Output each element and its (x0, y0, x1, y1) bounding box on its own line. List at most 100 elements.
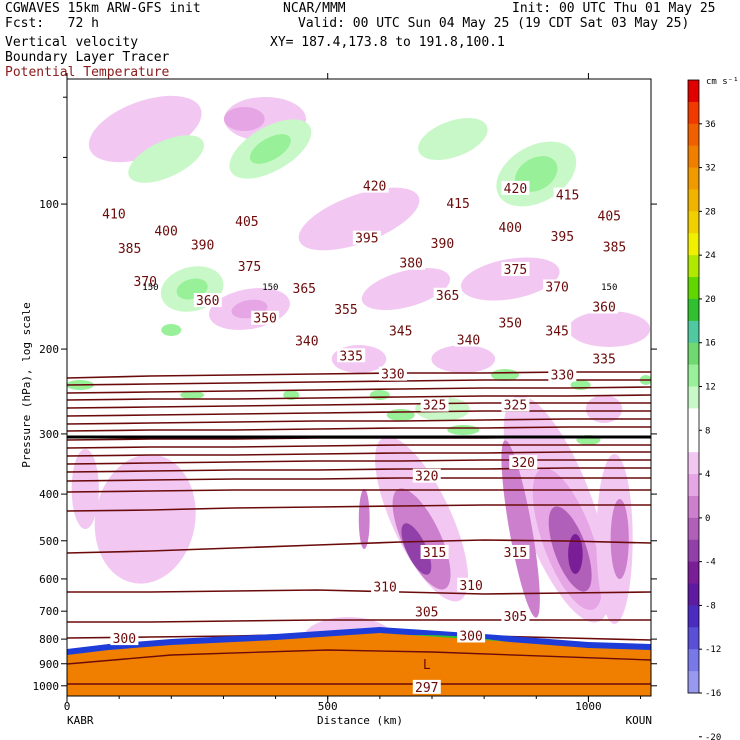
theta-label: 415 (556, 189, 579, 204)
theta-label: 320 (415, 470, 438, 485)
colorbar-swatch (688, 211, 699, 234)
theta-label: 415 (446, 197, 469, 212)
colorbar-swatch (688, 80, 699, 103)
theta-line (67, 489, 651, 493)
theta-label-bg (600, 239, 629, 254)
theta-label-bg (152, 223, 181, 238)
theta-label: 340 (457, 334, 480, 349)
y-tick-label: 700 (39, 605, 59, 618)
axes: 0 500 1000 100 200 300 400 500 600 700 800 900 1000 (33, 73, 657, 713)
theta-label: 300 (459, 629, 482, 644)
theta-label-bg (444, 196, 473, 211)
theta-label-bg (412, 468, 441, 483)
colorbar-tick-label: -20 (705, 733, 721, 740)
colorbar-swatch (688, 671, 699, 694)
theta-label-bg (590, 299, 619, 314)
theta-label-bg (99, 206, 128, 221)
colorbar-tick-label: 36 (705, 120, 716, 130)
w-shade (585, 395, 623, 423)
theta-label: 390 (431, 237, 454, 252)
theta-label: 375 (238, 260, 261, 275)
y-tick-label: 100 (39, 198, 59, 211)
w-shade (249, 134, 291, 164)
theta-label-bg (232, 214, 261, 229)
colorbar-tick-label: -16 (705, 689, 721, 699)
theta-label-bg (595, 208, 624, 223)
theta-label: 370 (545, 280, 568, 295)
theta-label-bg (548, 228, 577, 243)
theta-label: 345 (545, 325, 568, 340)
theta-label-bg (360, 178, 389, 193)
colorbar-tick-label: 12 (705, 383, 716, 393)
theta-label-bg (501, 397, 530, 412)
theta-line (67, 619, 651, 623)
theta-label: 350 (253, 312, 276, 327)
theta-label-bg (590, 351, 619, 366)
w-shade (358, 489, 370, 549)
colorbar-swatch (688, 627, 699, 650)
theta-line (67, 426, 651, 432)
colorbar-tick-label: 24 (705, 251, 716, 261)
theta-label: 385 (603, 240, 626, 255)
theta-line (67, 402, 651, 409)
colorbar-swatch (688, 452, 699, 475)
colorbar-swatch (688, 233, 699, 256)
w-shade (460, 257, 560, 301)
theta-line (67, 539, 651, 554)
theta-line (67, 410, 651, 417)
theta-label: 320 (512, 456, 535, 471)
w-shade (161, 324, 182, 336)
theta-label: 330 (381, 368, 404, 383)
colorbar-tick-label: -12 (705, 645, 721, 655)
theta-line (67, 589, 651, 595)
colorbar-swatch (688, 539, 699, 563)
colorbar-swatch (688, 123, 699, 147)
terrain (67, 627, 651, 696)
x-end-label-right: KOUN (626, 714, 653, 727)
w-shade (431, 345, 496, 373)
theta-label: 420 (363, 180, 386, 195)
theta-label: 370 (133, 275, 156, 290)
theta-line-300 (67, 649, 651, 665)
theta-label: 300 (113, 632, 136, 647)
colorbar-swatch (688, 298, 699, 322)
w-shade (71, 449, 99, 529)
bl-tracer-label: 150 (601, 283, 617, 293)
theta-label-bg (331, 302, 360, 317)
theta-label-bg (110, 631, 139, 646)
w-shade (568, 534, 583, 574)
theta-label: 325 (423, 399, 446, 414)
w-shade (447, 425, 480, 435)
field-boundary-layer-tracer: Boundary Layer Tracer (5, 50, 170, 65)
cross-section-coords: XY= 187.4,173.8 to 191.8,100.1 (270, 35, 505, 50)
colorbar-swatch (688, 277, 699, 300)
theta-label-bg (115, 241, 144, 256)
y-tick-label: 600 (39, 573, 59, 586)
colorbar-swatch (688, 320, 699, 344)
colorbar-swatch (688, 167, 699, 190)
w-shade (386, 409, 415, 421)
theta-label: 345 (389, 325, 412, 340)
colorbar: 36 32 28 24 20 16 12 8 4 0 -4 -8 -12 -16 -20 (687, 79, 721, 740)
theta-line (67, 418, 651, 425)
theta-label: 335 (339, 349, 362, 364)
w-shade (501, 440, 540, 618)
theta-label-bg (543, 323, 572, 338)
theta-label-bg (501, 180, 530, 195)
theta-label: 305 (415, 606, 438, 621)
x-axis-label: Distance (km) (317, 714, 403, 727)
theta-line (67, 444, 651, 449)
theta-label-bg (386, 323, 415, 338)
theta-label-bg (193, 293, 222, 308)
theta-label: 350 (498, 317, 521, 332)
colorbar-tick-label: 0 (705, 514, 710, 524)
colorbar-swatch (688, 430, 699, 453)
theta-label: 297 (415, 681, 438, 696)
theta-label: 395 (355, 232, 378, 247)
theta-label: 340 (295, 335, 318, 350)
colorbar-swatch (688, 649, 699, 672)
y-tick-label: 800 (39, 633, 59, 646)
theta-label-bg (457, 577, 486, 592)
theta-label-bg (412, 604, 441, 619)
